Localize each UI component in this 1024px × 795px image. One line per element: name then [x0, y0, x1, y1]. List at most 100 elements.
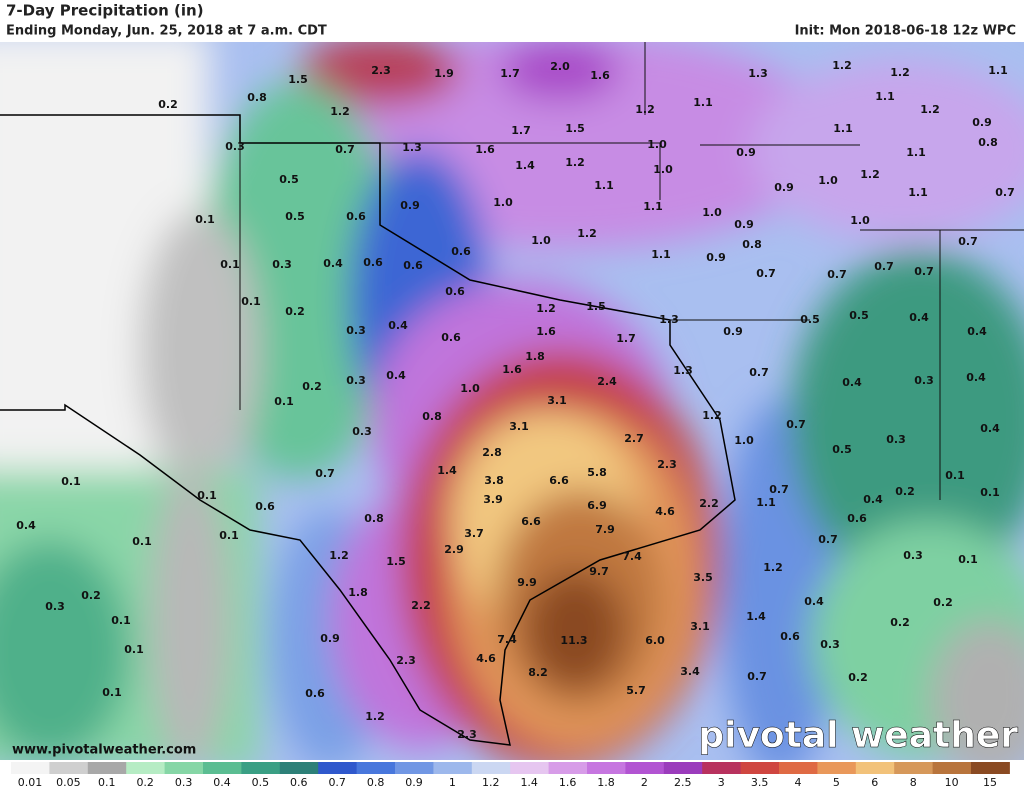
precip-label: 0.3 — [914, 374, 934, 387]
precip-label: 1.1 — [594, 179, 614, 192]
precip-label: 0.4 — [804, 595, 824, 608]
precip-label: 0.4 — [980, 422, 1000, 435]
legend-swatch — [894, 762, 934, 774]
precip-label: 1.0 — [531, 234, 551, 247]
precip-label: 0.7 — [769, 483, 789, 496]
precip-label: 1.5 — [586, 300, 606, 313]
precip-label: 0.2 — [158, 98, 178, 111]
precip-label: 1.3 — [748, 67, 768, 80]
legend-swatch — [203, 762, 242, 774]
legend-swatch — [817, 762, 857, 774]
precip-label: 1.1 — [906, 146, 926, 159]
map-labels: 1.5 2.3 1.9 1.7 2.0 1.6 1.3 1.2 1.2 1.1 0.2 0.8 1.2 1… — [16, 59, 1015, 741]
precip-label: 0.7 — [874, 260, 894, 273]
precip-label: 0.2 — [81, 589, 101, 602]
precip-label: 6.0 — [645, 634, 665, 647]
precip-label: 7.9 — [595, 523, 615, 536]
precip-label: 0.1 — [61, 475, 81, 488]
precip-label: 1.9 — [434, 67, 454, 80]
legend-label: 5 — [833, 776, 840, 789]
precip-label: 1.2 — [577, 227, 597, 240]
precip-label: 0.3 — [45, 600, 65, 613]
legend-label: 0.3 — [175, 776, 193, 789]
precip-label: 2.2 — [411, 599, 431, 612]
precip-label: 0.6 — [255, 500, 275, 513]
precip-label: 1.1 — [833, 122, 853, 135]
subtitle: Ending Monday, Jun. 25, 2018 at 7 a.m. C… — [6, 24, 327, 39]
legend-swatch — [702, 762, 742, 774]
precip-label: 0.1 — [241, 295, 261, 308]
precip-label: 6.6 — [549, 474, 569, 487]
precip-label: 0.5 — [832, 443, 852, 456]
legend-swatch — [548, 762, 588, 774]
precip-label: 0.9 — [734, 218, 754, 231]
precip-label: 0.3 — [272, 258, 292, 271]
precip-label: 2.4 — [597, 375, 617, 388]
precip-label: 1.6 — [475, 143, 495, 156]
precip-label: 0.6 — [403, 259, 423, 272]
precip-label: 1.1 — [875, 90, 895, 103]
precip-label: 1.2 — [860, 168, 880, 181]
precip-label: 3.4 — [680, 665, 700, 678]
precip-label: 0.1 — [197, 489, 217, 502]
precip-label: 0.7 — [786, 418, 806, 431]
precip-label: 0.8 — [364, 512, 384, 525]
legend-label: 4 — [795, 776, 802, 789]
legend-label: 0.1 — [98, 776, 116, 789]
legend-label: 1 — [449, 776, 456, 789]
precip-label: 0.3 — [820, 638, 840, 651]
legend-label: 0.7 — [328, 776, 346, 789]
legend-label: 15 — [983, 776, 997, 789]
precip-label: 0.3 — [346, 324, 366, 337]
precip-label: 1.6 — [536, 325, 556, 338]
legend-swatch — [779, 762, 818, 774]
precip-label: 1.2 — [365, 710, 385, 723]
precip-label: 0.6 — [441, 331, 461, 344]
website: www.pivotalweather.com — [12, 743, 196, 758]
legend-swatch — [587, 762, 626, 774]
precip-label: 0.7 — [749, 366, 769, 379]
precip-label: 0.1 — [980, 486, 1000, 499]
precip-label: 1.1 — [643, 200, 663, 213]
precip-label: 3.7 — [464, 527, 484, 540]
precip-label: 9.7 — [589, 565, 609, 578]
precip-label: 0.6 — [363, 256, 383, 269]
precip-label: 7.4 — [622, 550, 642, 563]
precip-label: 0.1 — [111, 614, 131, 627]
precip-label: 0.6 — [451, 245, 471, 258]
precip-label: 7.4 — [497, 633, 517, 646]
precip-label: 1.4 — [746, 610, 766, 623]
precip-label: 1.0 — [647, 138, 667, 151]
precip-label: 3.1 — [690, 620, 710, 633]
precip-label: 0.7 — [995, 186, 1015, 199]
precip-label: 1.0 — [460, 382, 480, 395]
precip-label: 1.2 — [329, 549, 349, 562]
precip-label: 0.1 — [102, 686, 122, 699]
precip-label: 1.2 — [330, 105, 350, 118]
precip-label: 1.7 — [500, 67, 520, 80]
precip-label: 0.1 — [124, 643, 144, 656]
precip-label: 0.1 — [132, 535, 152, 548]
title: 7-Day Precipitation (in) — [6, 2, 204, 20]
precip-label: 0.3 — [903, 549, 923, 562]
precip-label: 0.1 — [958, 553, 978, 566]
legend-swatch — [49, 762, 89, 774]
precip-label: 1.5 — [386, 555, 406, 568]
precip-label: 0.6 — [346, 210, 366, 223]
precip-label: 0.5 — [285, 210, 305, 223]
precip-label: 1.5 — [565, 122, 585, 135]
precip-label: 0.8 — [422, 410, 442, 423]
legend-swatch — [241, 762, 281, 774]
logo: pivotal weather — [698, 715, 1018, 756]
precip-label: 1.0 — [702, 206, 722, 219]
legend-label: 0.01 — [18, 776, 43, 789]
precip-label: 2.7 — [624, 432, 644, 445]
legend-label: 8 — [910, 776, 917, 789]
precip-label: 0.9 — [400, 199, 420, 212]
precip-label: 0.2 — [895, 485, 915, 498]
map: 1.5 2.3 1.9 1.7 2.0 1.6 1.3 1.2 1.2 1.1 0.2 0.8 1.2 1… — [0, 42, 1024, 760]
precip-label: 2.9 — [444, 543, 464, 556]
legend-label: 10 — [945, 776, 959, 789]
precip-label: 0.7 — [756, 267, 776, 280]
precip-label: 1.1 — [651, 248, 671, 261]
